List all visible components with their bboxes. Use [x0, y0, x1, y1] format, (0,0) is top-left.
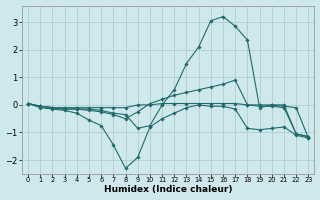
X-axis label: Humidex (Indice chaleur): Humidex (Indice chaleur)	[104, 185, 232, 194]
